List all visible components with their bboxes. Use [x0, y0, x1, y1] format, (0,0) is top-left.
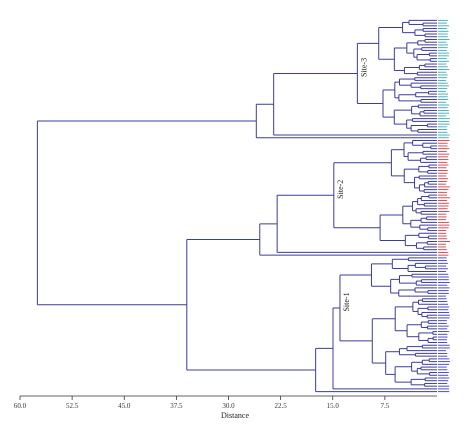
tree-branches [36, 19, 437, 393]
x-tick-label: 30.0 [222, 402, 235, 410]
cluster-labels: Site-3 Site-2 Site-1 [336, 58, 369, 312]
cluster-label-site-2: Site-2 [336, 180, 345, 199]
x-tick-label: 52.5 [66, 402, 79, 410]
leaf-labels [438, 19, 450, 393]
x-tick-label: 15.0 [327, 402, 340, 410]
cluster-label-site-3: Site-3 [359, 58, 368, 77]
x-axis-title: Distance [221, 411, 249, 420]
x-tick-label: 22.5 [275, 402, 288, 410]
x-tick-label: 60.0 [14, 402, 27, 410]
x-axis: 60.0 52.5 45.0 37.5 30.0 22.5 15.0 7.5 [14, 395, 437, 410]
x-tick-label: 7.5 [381, 402, 390, 410]
x-tick-label: 37.5 [170, 402, 183, 410]
x-tick-label: 45.0 [118, 402, 131, 410]
cluster-label-site-1: Site-1 [342, 292, 351, 311]
